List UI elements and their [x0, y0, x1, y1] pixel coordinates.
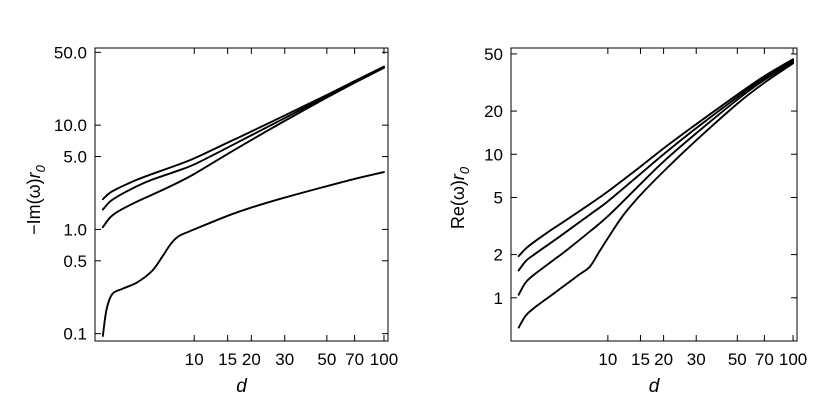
- series-line-1: [517, 58, 795, 258]
- x-tick-label: 100: [370, 350, 398, 369]
- y-tick-label: 1.0: [63, 220, 87, 239]
- x-tick-label: 20: [654, 350, 673, 369]
- x-tick-label: 100: [779, 350, 807, 369]
- y-tick-label: 2: [494, 246, 503, 265]
- series-line-3: [101, 66, 385, 229]
- x-tick-label: 50: [317, 350, 336, 369]
- plot-frame: [94, 47, 389, 342]
- x-axis-label: d: [236, 376, 248, 397]
- y-tick-label: 5.0: [63, 148, 87, 167]
- x-tick-label: 50: [728, 350, 747, 369]
- x-tick-label: 10: [598, 350, 617, 369]
- series-line-4: [517, 62, 795, 329]
- y-tick-label: 10: [484, 145, 503, 164]
- x-tick-label: 30: [275, 350, 294, 369]
- y-tick-label: 0.1: [63, 325, 87, 344]
- y-tick-label: 1: [494, 289, 503, 308]
- y-tick-label: 10.0: [54, 116, 87, 135]
- y-tick-label: 50.0: [54, 43, 87, 62]
- y-axis-label: Re(ω)r0: [448, 166, 472, 229]
- x-tick-label: 15: [631, 350, 650, 369]
- series-line-1: [101, 65, 385, 201]
- left-panel-imaginary-part: 10 15 20 30 50 70 100 0.1 0.5 1.0 5.0 10.0 50.0 d −Im(…: [24, 43, 398, 397]
- x-axis-label: d: [649, 376, 661, 397]
- x-tick-label: 70: [755, 350, 774, 369]
- series-line-3: [517, 60, 795, 296]
- y-tick-label: 0.5: [63, 252, 87, 271]
- x-tick-label: 10: [185, 350, 204, 369]
- series-line-4: [101, 171, 385, 337]
- y-tick-label: 5: [494, 188, 503, 207]
- y-axis-label: −Im(ω)r0: [24, 164, 48, 235]
- x-tick-label: 30: [687, 350, 706, 369]
- x-tick-label: 70: [345, 350, 364, 369]
- x-tick-label: 20: [242, 350, 261, 369]
- y-tick-label: 20: [484, 102, 503, 121]
- y-tick-label: 50: [484, 45, 503, 64]
- series-line-2: [517, 59, 795, 272]
- series-line-2: [101, 66, 385, 211]
- plot-frame: [510, 47, 798, 342]
- x-tick-label: 15: [218, 350, 237, 369]
